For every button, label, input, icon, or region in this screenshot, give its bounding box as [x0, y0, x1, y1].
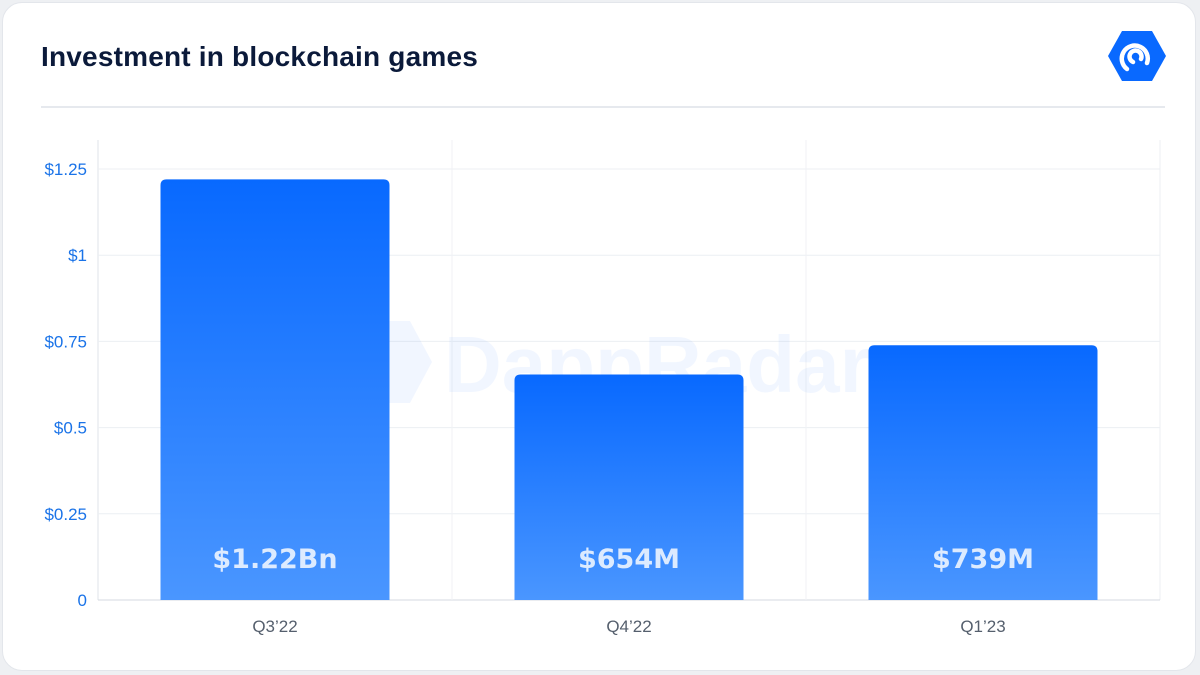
- y-tick-label: $1: [68, 246, 87, 265]
- bar: [514, 374, 744, 600]
- dappradar-logo-icon: [1108, 31, 1166, 81]
- x-tick-label: Q1’23: [960, 617, 1005, 636]
- y-tick-label: 0: [78, 591, 87, 610]
- bar-data-label: $1.22Bn: [212, 544, 337, 575]
- bars: $1.22Bn $654M $739M: [160, 179, 1098, 600]
- x-tick-label: Q3’22: [252, 617, 297, 636]
- y-tick-label: $0.25: [44, 505, 87, 524]
- y-tick-label: $0.5: [54, 419, 87, 438]
- header-divider: [41, 106, 1165, 108]
- bar: [160, 179, 390, 600]
- axis-labels: 0 $0.25 $0.5 $0.75 $1 $1.25 Q3’22 Q4’22 Q1’23: [44, 160, 1005, 636]
- bar-data-label: $654M: [578, 544, 680, 575]
- x-tick-label: Q4’22: [606, 617, 651, 636]
- bar-data-label: $739M: [932, 544, 1034, 575]
- page-title: Investment in blockchain games: [41, 41, 479, 72]
- y-tick-label: $1.25: [44, 160, 87, 179]
- bar: [868, 345, 1098, 600]
- y-tick-label: $0.75: [44, 332, 87, 351]
